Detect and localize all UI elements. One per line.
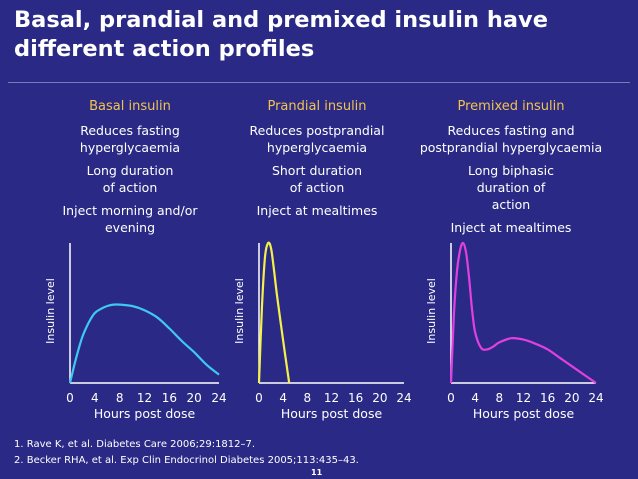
column-item: Long biphasic duration of action xyxy=(467,163,554,212)
x-tick-label: 0 xyxy=(255,391,263,405)
y-axis-label: Insulin level xyxy=(425,278,438,344)
x-tick-label: 4 xyxy=(91,391,99,405)
column-heading: Basal insulin xyxy=(89,99,171,114)
column-item: Reduces postprandial hyperglycaemia xyxy=(249,123,385,155)
x-tick-label: 16 xyxy=(540,391,555,405)
slide-title: Basal, prandial and premixed insulin hav… xyxy=(14,7,548,62)
chart-panel: 0 4 8 12 16 20 24 Hours post dose Insulin level xyxy=(44,243,227,421)
x-axis-label: Hours post dose xyxy=(94,406,196,421)
x-tick-label: 0 xyxy=(447,391,455,405)
chart-panel: 0 4 8 12 16 20 24 Hours post dose Insulin level xyxy=(425,241,604,421)
x-tick-label: 12 xyxy=(516,391,531,405)
x-tick-label: 4 xyxy=(471,391,479,405)
x-tick-label: 0 xyxy=(66,391,74,405)
x-axis-label: Hours post dose xyxy=(473,406,575,421)
column-item: Short duration of action xyxy=(271,163,363,195)
x-tick-label: 16 xyxy=(348,391,363,405)
series-line xyxy=(257,241,291,384)
x-tick-label: 12 xyxy=(324,391,339,405)
column-item: Reduces fasting and postprandial hypergl… xyxy=(419,123,603,155)
x-tick-label: 8 xyxy=(116,391,124,405)
x-tick-label: 20 xyxy=(564,391,579,405)
reference-item: 2. Becker RHA, et al. Exp Clin Endocrino… xyxy=(14,455,359,466)
reference-item: 1. Rave K, et al. Diabetes Care 2006;29:… xyxy=(14,439,256,450)
column-prandial: Prandial insulin Reduces postprandial hy… xyxy=(238,98,396,225)
x-tick-label: 20 xyxy=(187,391,202,405)
series-line xyxy=(449,241,597,384)
series-line xyxy=(68,303,220,384)
x-tick-label: 20 xyxy=(372,391,387,405)
column-premixed: Premixed insulin Reduces fasting and pos… xyxy=(412,98,610,242)
x-tick-label: 24 xyxy=(211,391,226,405)
column-item: Reduces fasting hyperglycaemia xyxy=(79,123,181,155)
column-item: Inject at mealtimes xyxy=(450,220,572,235)
chart-panel: 0 4 8 12 16 20 24 Hours post dose Insulin level xyxy=(233,241,412,421)
x-tick-label: 4 xyxy=(279,391,287,405)
y-axis-label: Insulin level xyxy=(233,278,246,344)
references: 1. Rave K, et al. Diabetes Care 2006;29:… xyxy=(14,437,359,469)
x-tick-label: 12 xyxy=(137,391,152,405)
column-heading: Premixed insulin xyxy=(457,99,565,114)
column-basal: Basal insulin Reduces fasting hyperglyca… xyxy=(52,98,208,242)
x-axis-label: Hours post dose xyxy=(281,406,383,421)
title-divider xyxy=(8,82,630,83)
x-tick-label: 8 xyxy=(496,391,504,405)
column-item: Inject at mealtimes xyxy=(256,203,378,218)
column-item: Inject morning and/or evening xyxy=(62,203,198,235)
x-tick-label: 16 xyxy=(162,391,177,405)
column-item: Long duration of action xyxy=(86,163,174,195)
page-number: 11 xyxy=(311,468,323,477)
column-heading: Prandial insulin xyxy=(267,99,367,114)
y-axis-label: Insulin level xyxy=(44,278,57,344)
x-tick-label: 8 xyxy=(304,391,312,405)
x-tick-label: 24 xyxy=(396,391,411,405)
x-tick-label: 24 xyxy=(588,391,603,405)
